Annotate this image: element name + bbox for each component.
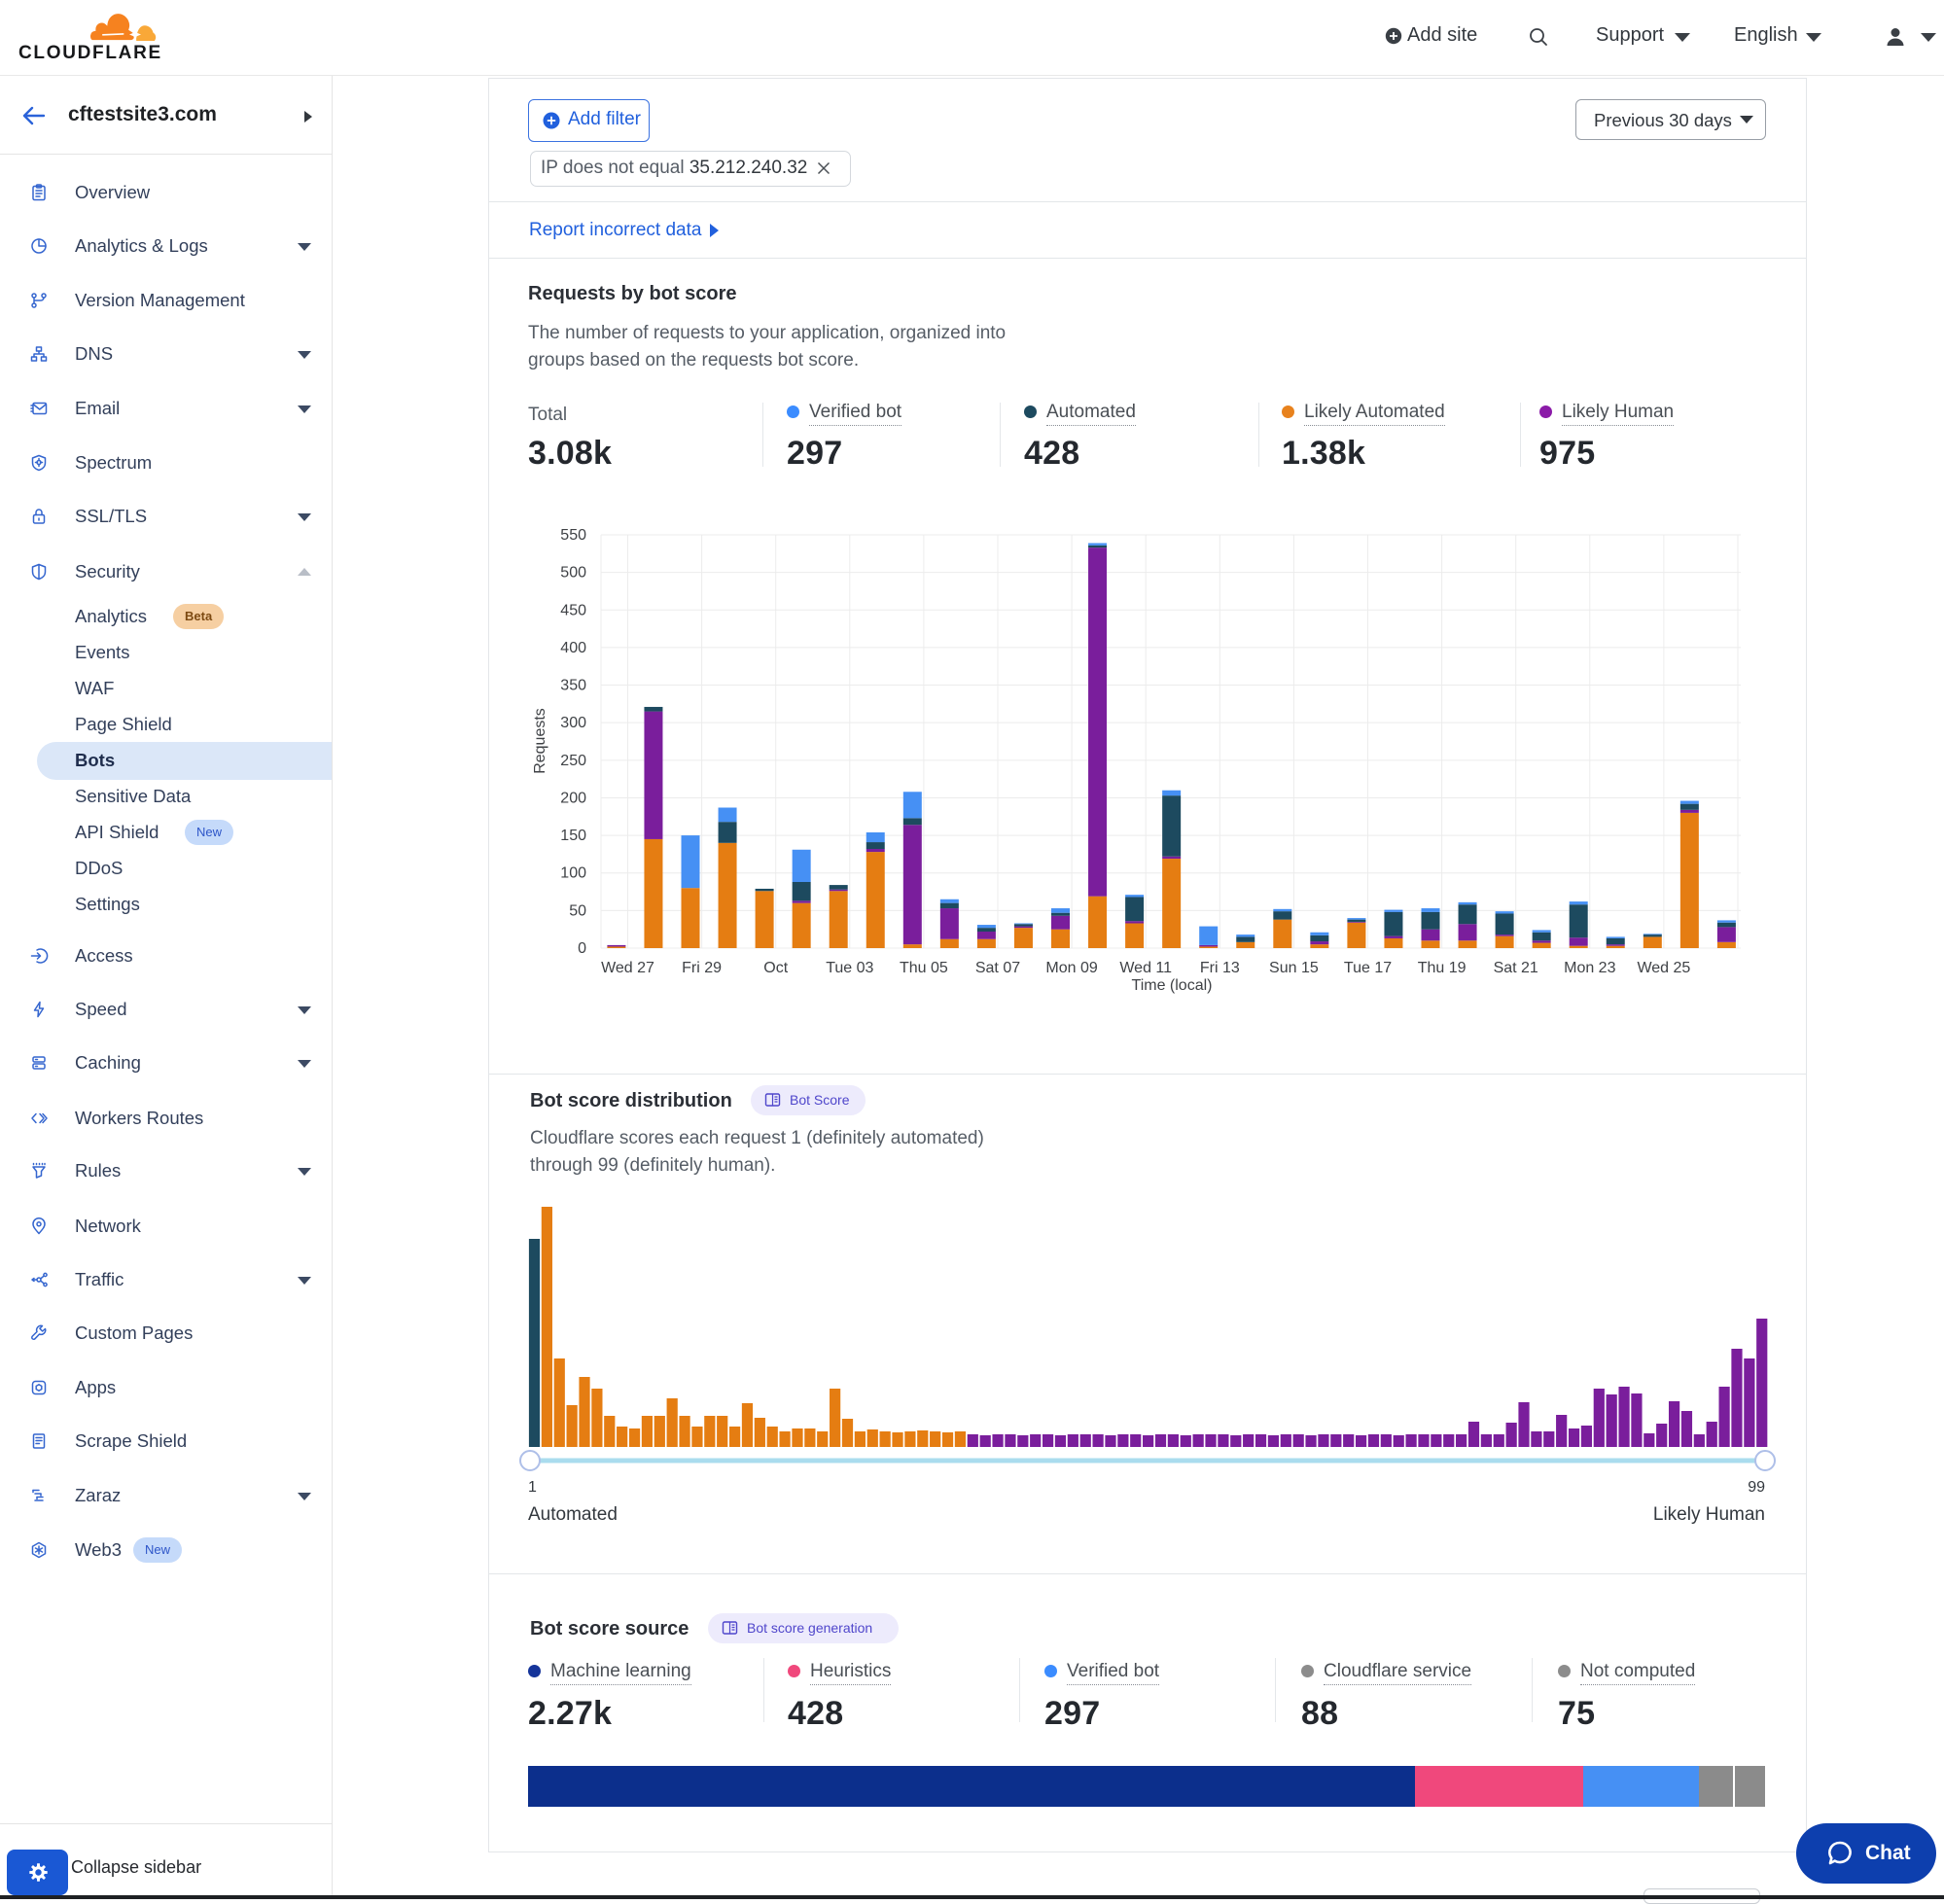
svg-text:550: 550 [560,527,586,544]
svg-text:450: 450 [560,602,586,618]
svg-text:Fri 13: Fri 13 [1200,960,1240,976]
svg-text:200: 200 [560,790,586,806]
svg-text:Fri 29: Fri 29 [682,960,722,976]
svg-text:400: 400 [560,640,586,656]
svg-text:Oct: Oct [763,960,788,976]
svg-text:50: 50 [569,902,586,919]
svg-text:Sat 07: Sat 07 [975,960,1020,976]
svg-text:Mon 23: Mon 23 [1564,960,1615,976]
svg-text:Thu 19: Thu 19 [1418,960,1467,976]
svg-text:Wed 11: Wed 11 [1119,960,1172,976]
svg-text:Tue 03: Tue 03 [826,960,873,976]
svg-text:Sat 21: Sat 21 [1494,960,1538,976]
svg-text:300: 300 [560,715,586,731]
svg-text:150: 150 [560,828,586,844]
svg-text:Tue 17: Tue 17 [1344,960,1392,976]
svg-text:Wed 27: Wed 27 [601,960,654,976]
svg-text:Sun 15: Sun 15 [1269,960,1319,976]
svg-text:Thu 05: Thu 05 [900,960,948,976]
svg-text:0: 0 [578,940,586,957]
svg-text:Wed 25: Wed 25 [1637,960,1690,976]
svg-text:Time (local): Time (local) [1132,977,1213,994]
svg-text:350: 350 [560,678,586,694]
svg-text:250: 250 [560,753,586,769]
svg-text:500: 500 [560,565,586,582]
svg-text:Mon 09: Mon 09 [1045,960,1097,976]
svg-text:100: 100 [560,865,586,882]
svg-text:Requests: Requests [532,708,548,774]
